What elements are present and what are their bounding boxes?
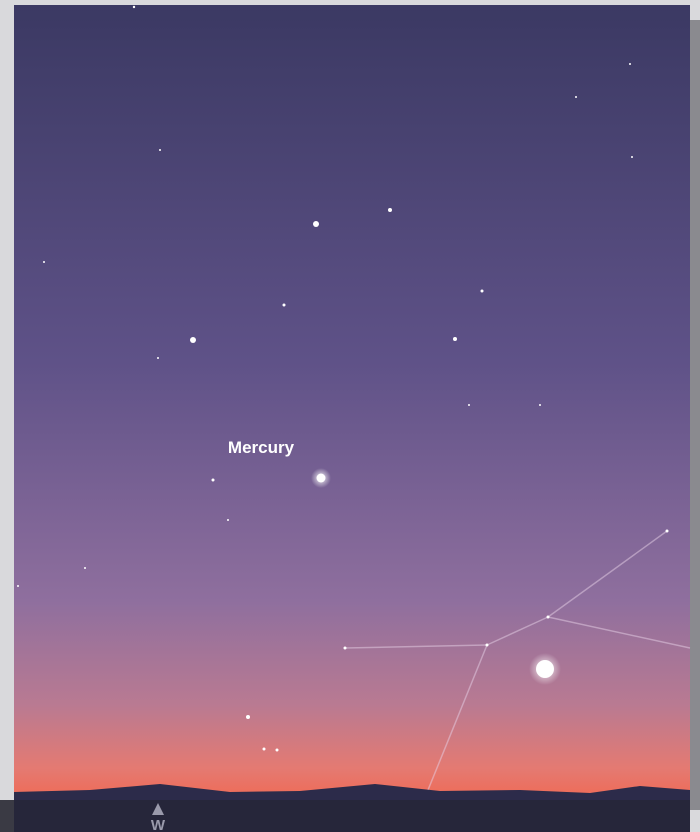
- star: [133, 6, 135, 8]
- ground-edge: [0, 800, 14, 832]
- compass-label: W: [151, 817, 166, 832]
- bright-object[interactable]: [536, 660, 554, 678]
- star: [631, 156, 633, 158]
- star: [246, 715, 250, 719]
- star: [666, 530, 669, 533]
- sky: [14, 5, 690, 800]
- star: [283, 304, 286, 307]
- star: [629, 63, 631, 65]
- star: [263, 748, 266, 751]
- star: [276, 749, 279, 752]
- star: [212, 479, 215, 482]
- star: [575, 96, 577, 98]
- star: [313, 221, 319, 227]
- planet-label: Mercury: [228, 438, 295, 457]
- star: [468, 404, 470, 406]
- star: [547, 616, 550, 619]
- page: Mercury W (() => { const data = JSON.par…: [0, 0, 700, 832]
- star: [157, 357, 159, 359]
- star: [539, 404, 541, 406]
- sky-view: Mercury W: [0, 0, 700, 832]
- star: [43, 261, 45, 263]
- star: [190, 337, 196, 343]
- star: [227, 519, 229, 521]
- star: [388, 208, 392, 212]
- ground: [14, 800, 690, 832]
- star: [17, 585, 19, 587]
- star: [159, 149, 161, 151]
- star: [84, 567, 86, 569]
- star: [453, 337, 457, 341]
- frame-shadow: [690, 20, 700, 810]
- star: [486, 644, 489, 647]
- planet-mercury[interactable]: [317, 474, 326, 483]
- star: [344, 647, 347, 650]
- star: [481, 290, 484, 293]
